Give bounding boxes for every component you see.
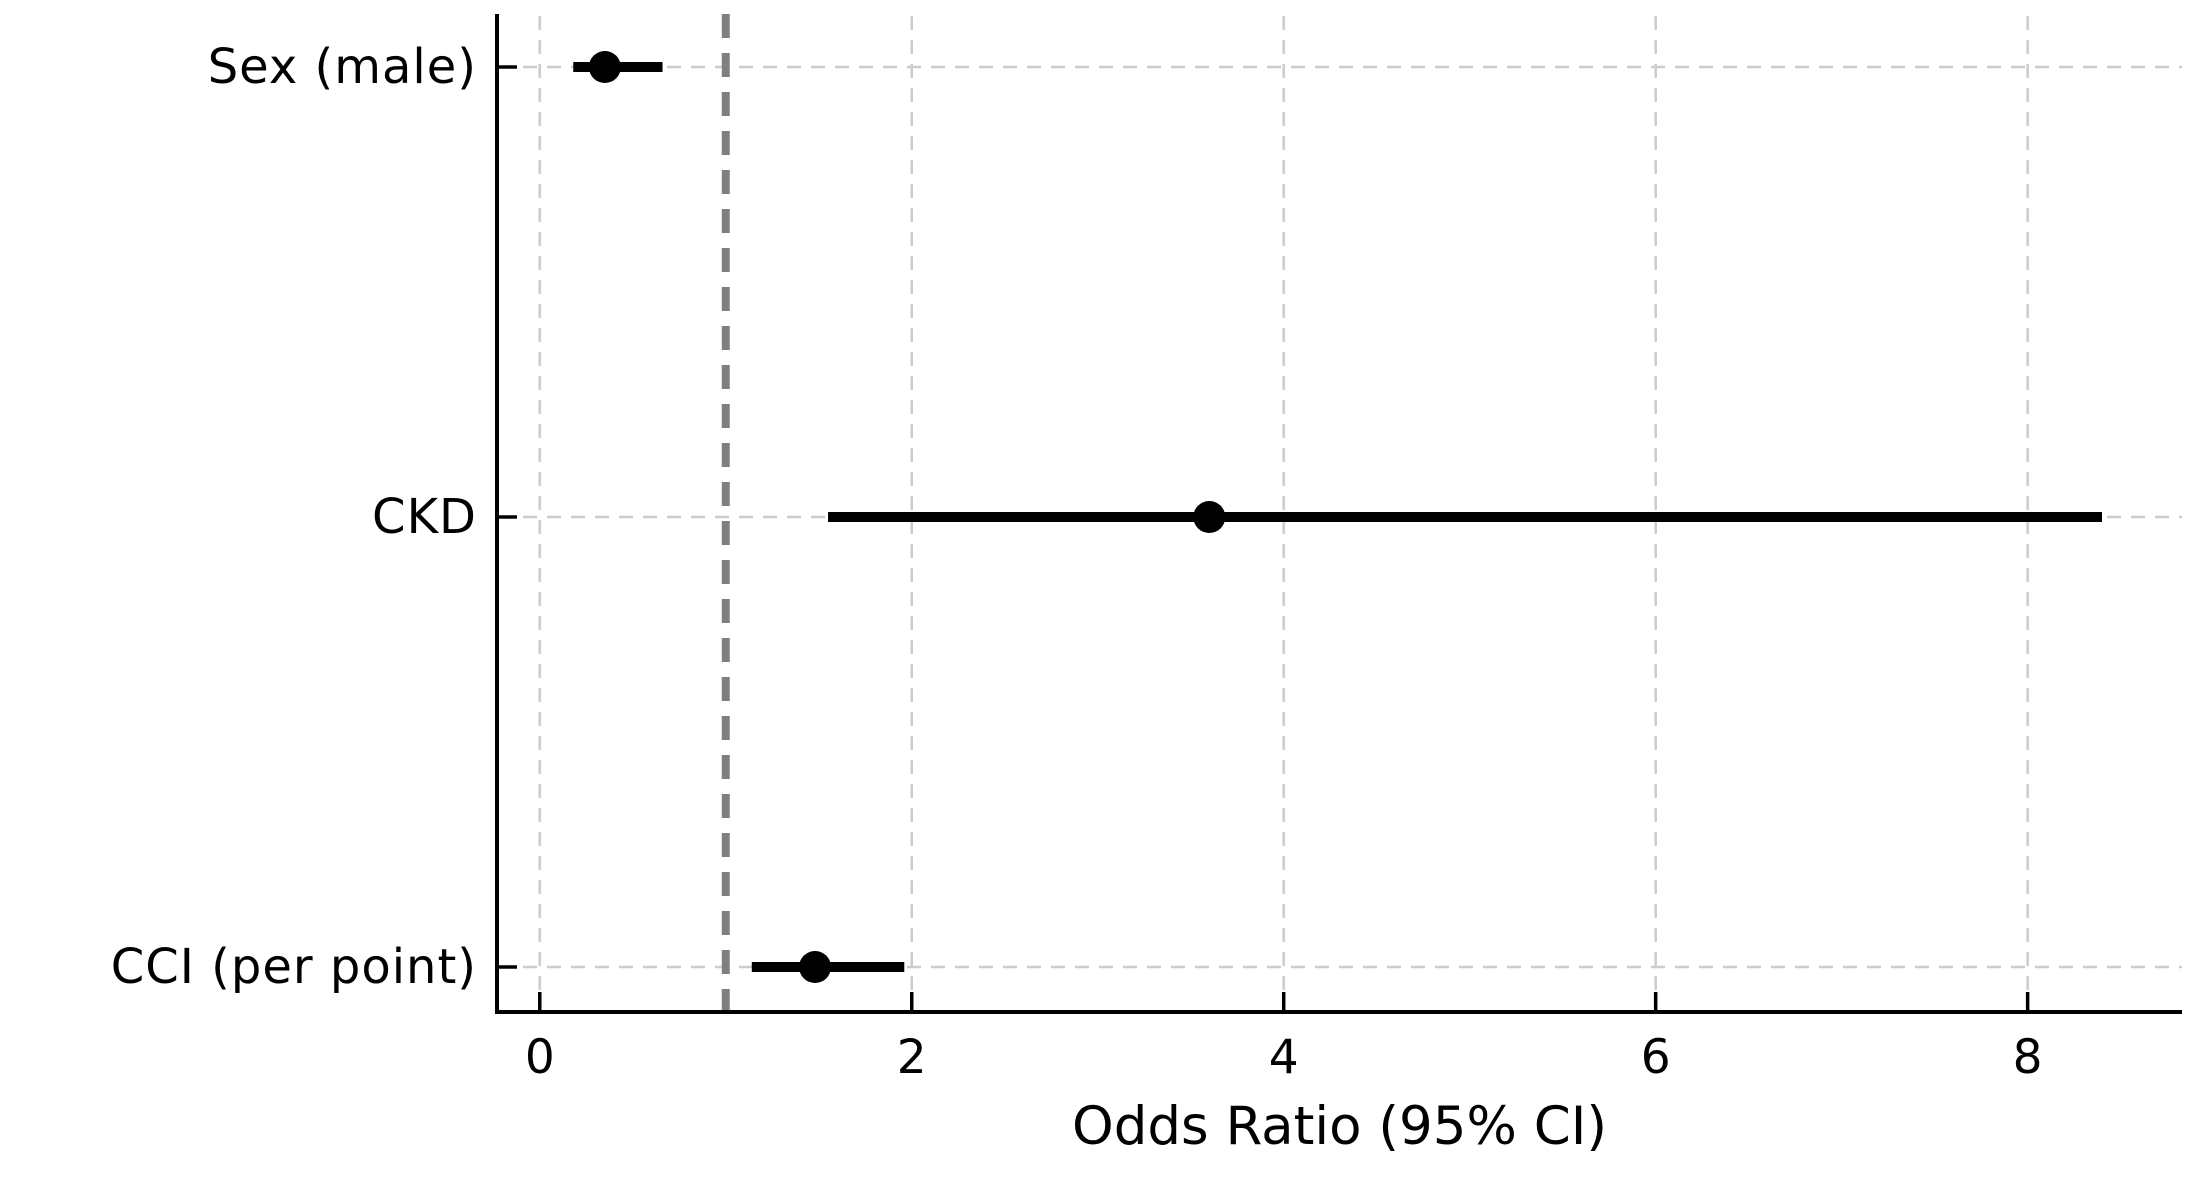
x-tick-label: 8 [2012, 1030, 2043, 1085]
or-point-marker [799, 951, 832, 983]
y-axis-label: Sex (male) [207, 39, 477, 95]
x-tick-label: 6 [1640, 1030, 1671, 1085]
x-tick-label: 4 [1268, 1030, 1299, 1085]
x-tick-label: 0 [524, 1030, 555, 1085]
y-axis-label: CCI (per point) [110, 939, 477, 995]
x-tick-label: 2 [896, 1030, 927, 1085]
x-axis-title: Odds Ratio (95% CI) [1071, 1096, 1608, 1157]
or-point-marker [588, 51, 621, 83]
y-axis-label: CKD [372, 489, 477, 545]
or-point-marker [1193, 501, 1226, 533]
